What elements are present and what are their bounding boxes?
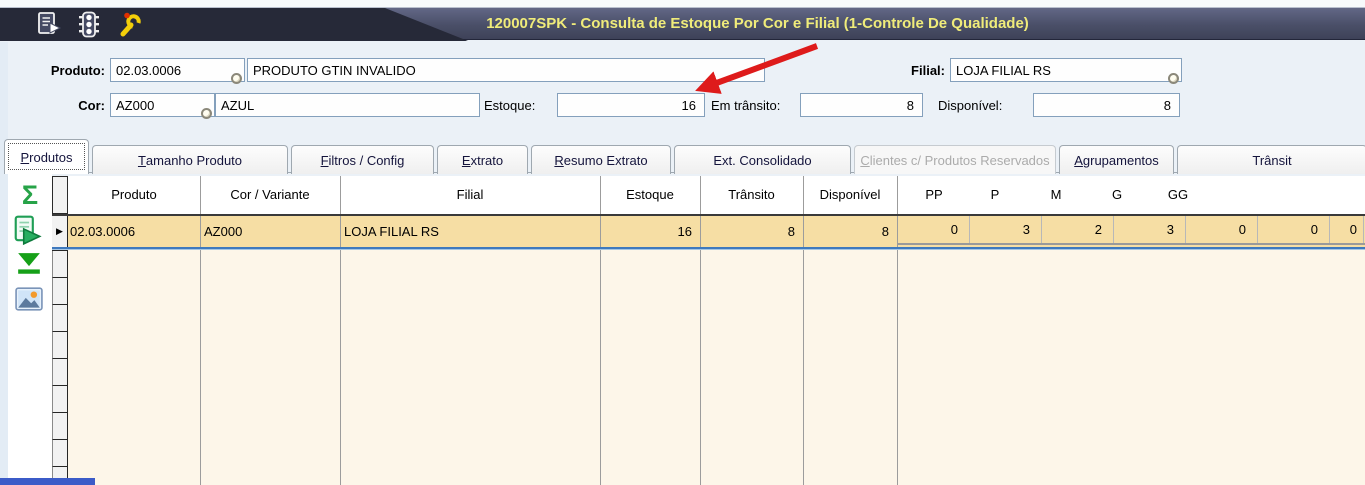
estoque-label: Estoque: (484, 98, 536, 113)
cor-label: Cor: (78, 98, 105, 113)
bottom-left-bar (0, 478, 95, 485)
grid-header-row (52, 176, 1365, 214)
current-row-marker: ▶ (52, 216, 68, 247)
column-header-m[interactable]: M (1050, 187, 1062, 202)
grid-line (600, 176, 601, 485)
grid-header-indicator-cell (52, 176, 68, 214)
column-header-cor-variante[interactable]: Cor / Variante (230, 187, 310, 202)
cor-code-field[interactable] (110, 93, 215, 117)
cell-size-g[interactable]: 3 (1114, 216, 1186, 243)
cell-size-p[interactable]: 3 (970, 216, 1042, 243)
wrench-icon[interactable] (116, 11, 142, 37)
cell-produto[interactable]: 02.03.0006 (70, 224, 136, 239)
cell-filial[interactable]: LOJA FILIAL RS (344, 224, 439, 239)
cell-transito[interactable]: 8 (787, 224, 795, 239)
image-icon[interactable] (15, 286, 45, 316)
em-transito-field[interactable] (800, 93, 923, 117)
grid-line (803, 176, 804, 485)
row-underline (52, 247, 1365, 249)
grid-line (897, 176, 898, 485)
append-to-bottom-icon[interactable] (16, 252, 46, 282)
produto-code-field[interactable] (110, 58, 245, 82)
produto-label: Produto: (50, 63, 105, 78)
traffic-light-icon[interactable] (76, 11, 102, 38)
column-header-disponivel[interactable]: Disponível (819, 187, 881, 202)
indicator-cell (52, 440, 68, 467)
title-bar: 120007SPK - Consulta de Estoque Por Cor … (0, 7, 1365, 41)
column-header-produto[interactable]: Produto (111, 187, 157, 202)
cell-cor-variante[interactable]: AZ000 (204, 224, 243, 239)
column-header-pp[interactable]: PP (925, 187, 943, 202)
grid-line (340, 176, 341, 485)
filial-lookup-icon[interactable] (1168, 73, 1179, 84)
estoque-field[interactable] (557, 93, 705, 117)
indicator-cell (52, 278, 68, 305)
filial-label: Filial: (911, 63, 945, 78)
cell-size-extra2[interactable]: 0 (1330, 216, 1364, 243)
indicator-cell (52, 386, 68, 413)
window-title: 120007SPK - Consulta de Estoque Por Cor … (486, 15, 1029, 32)
left-edge-strip (0, 42, 8, 485)
cell-size-pp[interactable]: 0 (898, 216, 970, 243)
cell-size-extra1[interactable]: 0 (1258, 216, 1330, 243)
tab-transito[interactable]: Trânsit (1177, 145, 1365, 174)
cell-size-gg[interactable]: 0 (1186, 216, 1258, 243)
indicator-cell (52, 305, 68, 332)
indicator-cell (52, 332, 68, 359)
grid-line (700, 176, 701, 485)
cor-lookup-icon[interactable] (201, 108, 212, 119)
indicator-cell (52, 413, 68, 440)
cell-estoque[interactable]: 16 (677, 224, 692, 239)
cell-size-m[interactable]: 2 (1042, 216, 1114, 243)
top-strip (0, 0, 1365, 7)
row-underline-light (52, 249, 1365, 250)
titlebar-toolbar-area (0, 8, 468, 41)
indicator-cell (52, 359, 68, 386)
filial-field[interactable] (950, 58, 1182, 82)
em-transito-label: Em trânsito: (711, 98, 781, 113)
cor-description-field[interactable] (215, 93, 480, 117)
header-bottom-border (52, 214, 1365, 216)
export-document-icon[interactable] (36, 11, 62, 37)
cell-disponivel[interactable]: 8 (881, 224, 889, 239)
column-header-p[interactable]: P (990, 187, 1000, 202)
column-header-g[interactable]: G (1111, 187, 1123, 202)
produto-lookup-icon[interactable] (231, 73, 242, 84)
produto-description-field[interactable] (247, 58, 765, 82)
disponivel-label: Disponível: (938, 98, 1003, 113)
export-run-icon[interactable] (13, 214, 43, 246)
sum-icon[interactable]: Σ (21, 180, 39, 210)
column-header-filial[interactable]: Filial (456, 187, 484, 202)
size-cells-panel: 0 3 2 3 0 0 0 (897, 216, 1365, 245)
disponivel-field[interactable] (1033, 93, 1180, 117)
indicator-cell (52, 251, 68, 278)
column-header-estoque[interactable]: Estoque (626, 187, 674, 202)
tab-ext-consolidado[interactable]: Ext. Consolidado (674, 145, 851, 174)
table-row[interactable]: ▶ 02.03.0006 AZ000 LOJA FILIAL RS 16 8 8… (52, 216, 1365, 247)
column-header-transito[interactable]: Trânsito (728, 187, 775, 202)
record-indicator-column (52, 250, 68, 485)
column-header-gg[interactable]: GG (1167, 187, 1189, 202)
grid-line (200, 176, 201, 485)
